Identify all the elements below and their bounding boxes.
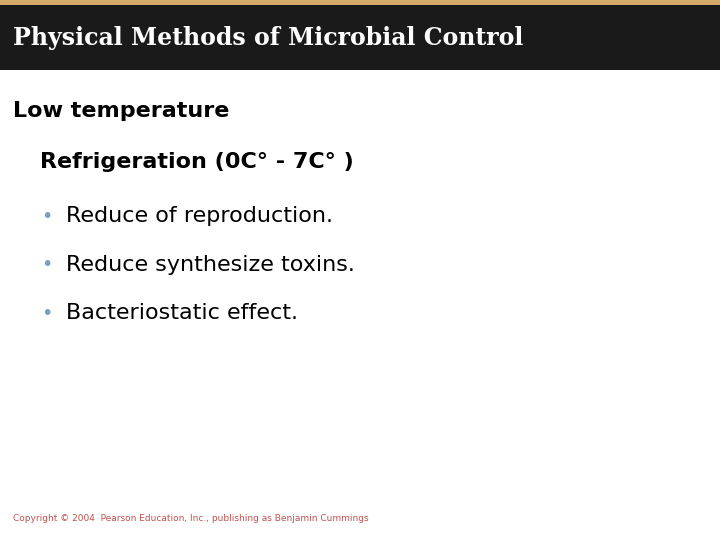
Text: Bacteriostatic effect.: Bacteriostatic effect. [66, 303, 298, 323]
Text: •: • [41, 255, 53, 274]
Text: •: • [41, 206, 53, 226]
Text: Reduce of reproduction.: Reduce of reproduction. [66, 206, 333, 226]
Text: Reduce synthesize toxins.: Reduce synthesize toxins. [66, 254, 355, 275]
Text: Low temperature: Low temperature [13, 100, 230, 121]
Text: Refrigeration (0C° - 7C° ): Refrigeration (0C° - 7C° ) [40, 152, 354, 172]
Text: Copyright © 2004  Pearson Education, Inc., publishing as Benjamin Cummings: Copyright © 2004 Pearson Education, Inc.… [13, 514, 369, 523]
Text: •: • [41, 303, 53, 323]
Text: Physical Methods of Microbial Control: Physical Methods of Microbial Control [13, 26, 523, 50]
